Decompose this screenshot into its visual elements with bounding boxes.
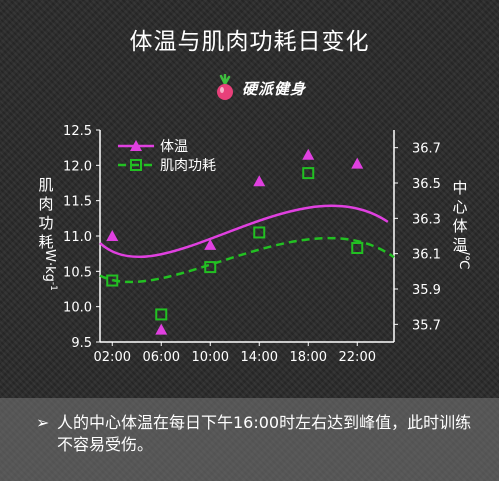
left-tick-label: 11.0 bbox=[63, 230, 92, 245]
legend-muscle-marker bbox=[130, 159, 142, 171]
chart-title: 体温与肌肉功耗日变化 bbox=[129, 29, 370, 55]
body-temp-point bbox=[106, 230, 119, 241]
right-tick-label: 36.7 bbox=[412, 142, 441, 157]
muscle-power-point bbox=[253, 226, 266, 239]
muscle-power-point bbox=[302, 167, 315, 180]
x-tick-label: 06:00 bbox=[143, 350, 180, 365]
muscle-power-curve bbox=[99, 236, 395, 284]
left-tick-label: 10.5 bbox=[63, 265, 92, 280]
left-tick-label: 9.5 bbox=[71, 336, 92, 351]
radish-logo-icon bbox=[217, 74, 233, 100]
right-axis-label-char: 心 bbox=[452, 198, 467, 216]
footer-note: ➢ 人的中心体温在每日下午16:00时左右达到峰值，此时训练不容易受伤。 bbox=[0, 398, 499, 481]
x-tick-label: 10:00 bbox=[192, 350, 229, 365]
footer-text: 人的中心体温在每日下午16:00时左右达到峰值，此时训练不容易受伤。 bbox=[57, 413, 472, 454]
x-tick-label: 18:00 bbox=[290, 350, 327, 365]
left-axis-label-char: 耗 bbox=[38, 233, 53, 251]
brand-logo: 硬派健身 bbox=[214, 74, 306, 102]
right-tick-label: 35.9 bbox=[412, 283, 441, 298]
left-axis-label-char: 肉 bbox=[38, 195, 53, 213]
legend-temp-label: 体温 bbox=[160, 139, 188, 155]
left-tick-label: 12.5 bbox=[63, 124, 92, 139]
left-tick-label: 10.0 bbox=[63, 301, 92, 316]
right-axis-label-char: 中 bbox=[452, 179, 467, 197]
left-axis-unit: W·kg-1 bbox=[42, 249, 58, 291]
right-tick-label: 36.1 bbox=[412, 248, 441, 263]
bullet-arrow-icon: ➢ bbox=[36, 413, 50, 432]
x-tick-label: 14:00 bbox=[241, 350, 278, 365]
right-tick-label: 36.3 bbox=[412, 212, 441, 227]
body-temp-point bbox=[351, 157, 364, 169]
x-tick-label: 22:00 bbox=[339, 350, 376, 365]
left-tick-label: 12.0 bbox=[63, 159, 92, 174]
muscle-power-point bbox=[106, 274, 119, 287]
body-temp-point bbox=[302, 148, 315, 160]
right-tick-label: 36.5 bbox=[412, 177, 441, 192]
body-temp-point bbox=[253, 175, 266, 187]
left-tick-label: 11.5 bbox=[63, 195, 92, 210]
legend-muscle-label: 肌肉功耗 bbox=[160, 158, 216, 174]
muscle-power-point bbox=[204, 261, 217, 274]
right-axis-unit: /℃ bbox=[456, 251, 471, 270]
x-tick-label: 02:00 bbox=[94, 350, 131, 365]
left-axis-label-char: 功 bbox=[38, 214, 53, 232]
right-tick-label: 35.7 bbox=[412, 318, 441, 333]
muscle-power-point bbox=[155, 308, 168, 321]
muscle-power-point bbox=[351, 242, 364, 255]
logo-text: 硬派健身 bbox=[242, 79, 307, 98]
right-axis-label-char: 温 bbox=[452, 236, 467, 254]
dual-axis-line-chart: 9.5 10.0 10.5 11.0 11.5 12.0 12.5 35.7 35.9 36.1 3… bbox=[38, 124, 471, 365]
body-temp-point bbox=[155, 323, 168, 335]
body-temp-point bbox=[204, 238, 217, 250]
right-axis-label-char: 体 bbox=[452, 217, 467, 235]
body-temp-curve bbox=[99, 204, 389, 258]
left-axis-label-char: 肌 bbox=[38, 176, 53, 194]
legend-temp-marker bbox=[130, 140, 142, 151]
